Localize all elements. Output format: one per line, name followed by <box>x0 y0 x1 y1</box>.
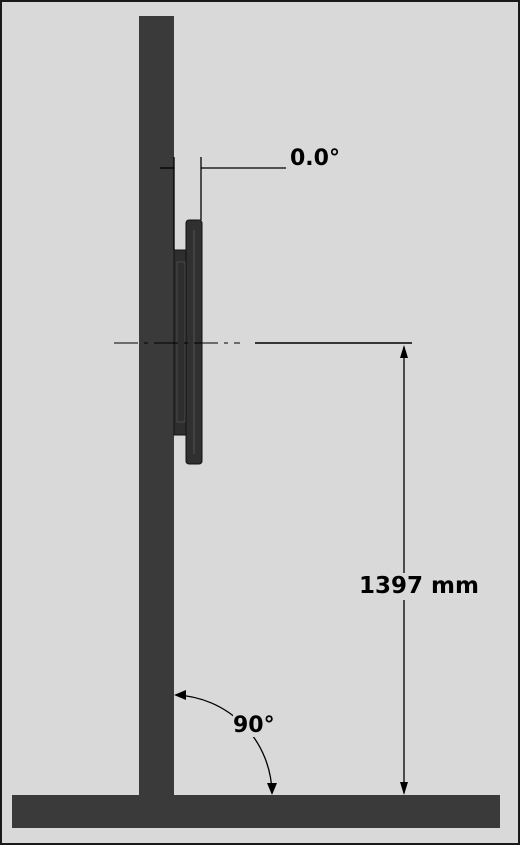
center-height-label: 1397 mm <box>359 573 479 600</box>
bracket-detail <box>176 261 186 423</box>
angle-arrow-top <box>174 690 186 700</box>
stand-post <box>139 16 174 806</box>
stand-base <box>12 795 500 828</box>
height-arrow-bottom <box>400 782 408 795</box>
floor-angle-label: 90° <box>233 713 275 738</box>
height-arrow-top <box>400 345 408 358</box>
tilt-angle-label: 0.0° <box>290 146 340 171</box>
angle-arc <box>175 694 273 794</box>
angle-arrow-bottom <box>267 783 277 795</box>
